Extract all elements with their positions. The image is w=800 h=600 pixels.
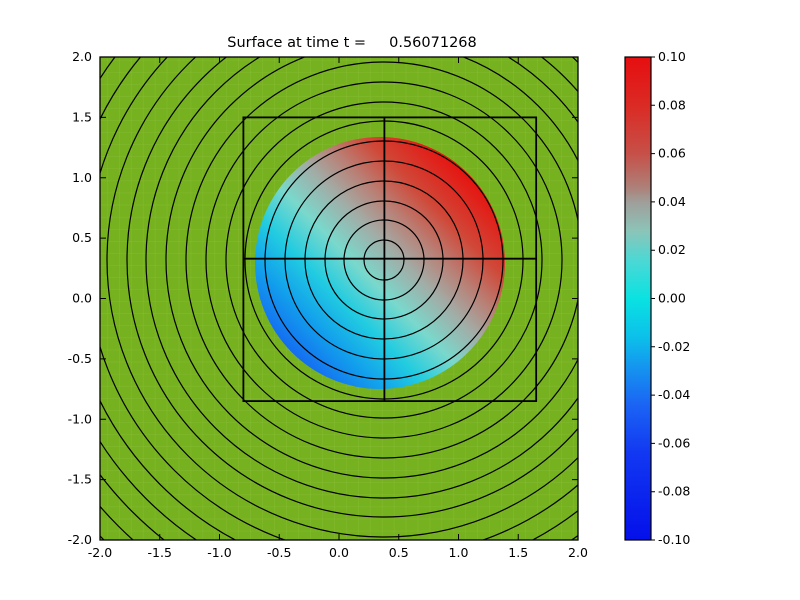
colorbar-tick-label: 0.00: [658, 291, 686, 306]
y-tick-label: -1.5: [68, 472, 92, 487]
y-tick-label: -0.5: [68, 351, 92, 366]
colorbar-tick-label: -0.04: [658, 387, 690, 402]
x-axis-labels: -2.0 -1.5 -1.0 -0.5 0.0 0.5 1.0 1.5 2.0: [88, 545, 588, 560]
colorbar-tick-label: 0.04: [658, 194, 686, 209]
colorbar-ticks: [651, 56, 655, 541]
y-tick-label: 1.0: [72, 170, 92, 185]
x-tick-label: 0.0: [329, 545, 349, 560]
wave-disk: [255, 137, 505, 389]
x-tick-label: 2.0: [568, 545, 588, 560]
colorbar-tick-label: -0.10: [658, 532, 690, 547]
colorbar-tick-label: -0.08: [658, 484, 690, 499]
x-tick-label: -1.0: [207, 545, 231, 560]
x-tick-label: -0.5: [267, 545, 291, 560]
colorbar-tick-label: -0.06: [658, 435, 690, 450]
y-tick-label: 2.0: [72, 49, 92, 64]
colorbar-gradient: [625, 57, 651, 540]
colorbar-tick-label: 0.06: [658, 146, 686, 161]
y-axis-labels: 2.0 1.5 1.0 0.5 0.0 -0.5 -1.0 -1.5 -2.0: [68, 49, 92, 547]
x-tick-label: 0.5: [389, 545, 409, 560]
y-tick-label: 0.5: [72, 230, 92, 245]
x-tick-label: 1.0: [449, 545, 469, 560]
y-tick-label: -2.0: [68, 532, 92, 547]
x-tick-label: -1.5: [148, 545, 172, 560]
x-tick-label: -2.0: [88, 545, 112, 560]
x-axis-ticks: [99, 57, 579, 540]
colorbar-tick-label: -0.02: [658, 339, 690, 354]
colorbar: 0.10 0.08 0.06 0.04 0.02 0.00 -0.02 -0.0…: [624, 49, 690, 547]
x-tick-label: 1.5: [508, 545, 528, 560]
colorbar-tick-label: 0.10: [658, 49, 686, 64]
colorbar-labels: 0.10 0.08 0.06 0.04 0.02 0.00 -0.02 -0.0…: [658, 49, 690, 547]
y-tick-label: 0.0: [72, 291, 92, 306]
colorbar-tick-label: 0.02: [658, 242, 686, 257]
y-tick-label: -1.0: [68, 411, 92, 426]
colorbar-tick-label: 0.08: [658, 97, 686, 112]
chart-title: Surface at time t = 0.56071268: [227, 35, 477, 51]
y-axis-ticks: [100, 56, 578, 541]
y-tick-label: 1.5: [72, 109, 92, 124]
